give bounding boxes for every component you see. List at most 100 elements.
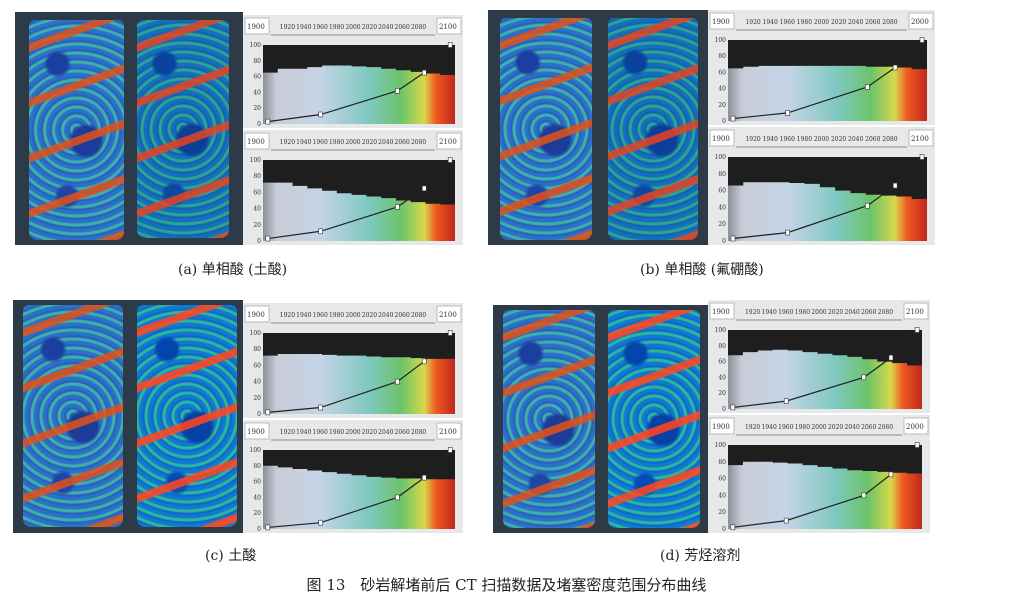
x-tick-label: 2080 xyxy=(411,139,426,146)
x-tick-label: 1920 xyxy=(280,429,295,436)
histogram-area xyxy=(263,182,455,241)
y-tick-label: 20 xyxy=(718,509,726,516)
core-after xyxy=(608,310,700,528)
max-value-label: 2000 xyxy=(911,18,929,26)
curve-control-point xyxy=(861,492,867,499)
core-before xyxy=(500,18,592,240)
x-tick-label: 1980 xyxy=(329,24,344,31)
x-tick-label: 1960 xyxy=(778,424,793,431)
y-tick-label: 40 xyxy=(253,494,261,501)
x-tick-label: 2080 xyxy=(878,424,893,431)
max-value-box xyxy=(908,129,934,147)
x-tick-label: 2080 xyxy=(878,309,893,316)
curve-control-point xyxy=(395,378,400,385)
histogram-area xyxy=(728,65,927,121)
y-tick-label: 0 xyxy=(257,411,261,418)
histogram-area xyxy=(728,182,927,241)
curve-control-point xyxy=(395,494,400,501)
x-tick-label: 2020 xyxy=(362,312,377,319)
min-value-label: 1900 xyxy=(712,423,730,431)
chart-a-after: 1900 2100 1920 1940 1960 1980 2000 2020 2040 2060… xyxy=(243,130,463,245)
y-tick-label: 20 xyxy=(718,102,726,109)
min-value-label: 1900 xyxy=(247,138,265,146)
x-tick-label: 2060 xyxy=(861,424,876,431)
curve-control-point xyxy=(421,358,427,365)
histogram-area xyxy=(263,354,455,414)
core-after xyxy=(608,18,698,240)
y-tick-label: 100 xyxy=(250,157,262,164)
curve-control-point xyxy=(421,69,427,76)
figure-title: 图 13 砂岩解堵前后 CT 扫描数据及堵塞密度范围分布曲线 xyxy=(306,576,707,594)
min-value-box xyxy=(244,17,270,35)
chart-d-after: 1900 2000 1920 1940 1960 1980 2000 2020 2040 2060… xyxy=(708,415,930,533)
histogram-area xyxy=(728,461,922,529)
x-tick-label: 1940 xyxy=(296,429,311,436)
y-tick-label: 60 xyxy=(718,476,726,483)
x-tick-label: 2020 xyxy=(828,424,843,431)
curve-control-point xyxy=(783,517,789,524)
chart-b-after: 1900 2100 1920 1940 1960 1980 2000 2020 2040 2060… xyxy=(708,127,935,245)
x-tick-label: 2060 xyxy=(865,136,880,143)
ct-scan-d xyxy=(493,305,708,533)
y-tick-label: 40 xyxy=(253,379,261,386)
x-tick-label: 2000 xyxy=(345,139,360,146)
curve-control-point xyxy=(892,64,898,71)
x-tick-label: 2060 xyxy=(861,309,876,316)
x-tick-label: 1960 xyxy=(778,309,793,316)
y-tick-label: 40 xyxy=(253,89,261,96)
max-value-box xyxy=(436,17,462,35)
min-value-label: 1900 xyxy=(247,311,265,319)
chart-c-after: 1900 2100 1920 1940 1960 1980 2000 2020 2040 2060… xyxy=(243,420,463,533)
x-tick-label: 2020 xyxy=(362,139,377,146)
y-tick-label: 20 xyxy=(253,222,261,229)
x-tick-label: 1980 xyxy=(795,309,810,316)
y-tick-label: 0 xyxy=(257,121,261,128)
x-tick-label: 2080 xyxy=(411,312,426,319)
x-tick-label: 1960 xyxy=(313,24,328,31)
x-tick-label: 1980 xyxy=(795,424,810,431)
y-tick-label: 40 xyxy=(718,86,726,93)
max-value-box xyxy=(436,422,462,440)
y-tick-label: 100 xyxy=(715,154,727,161)
x-tick-label: 2040 xyxy=(845,424,860,431)
histogram-area xyxy=(263,65,455,124)
y-tick-label: 60 xyxy=(253,189,261,196)
histogram-area xyxy=(263,465,455,529)
chart-a-before: 1900 2100 1920 1940 1960 1980 2000 2020 2040 2060… xyxy=(243,15,463,128)
x-tick-label: 2040 xyxy=(378,312,393,319)
y-tick-label: 0 xyxy=(257,238,261,245)
x-tick-label: 2060 xyxy=(395,429,410,436)
min-value-box xyxy=(709,417,735,435)
x-tick-label: 1960 xyxy=(313,139,328,146)
curve-control-point xyxy=(865,202,870,209)
x-tick-label: 1960 xyxy=(780,136,795,143)
curve-control-point xyxy=(318,111,323,118)
y-tick-label: 60 xyxy=(718,188,726,195)
curve-control-point xyxy=(265,409,271,416)
core-after xyxy=(137,20,229,238)
x-tick-label: 2040 xyxy=(378,429,393,436)
y-tick-label: 80 xyxy=(253,346,261,353)
y-tick-label: 0 xyxy=(722,406,726,413)
x-tick-label: 2040 xyxy=(848,136,863,143)
histogram-area xyxy=(728,349,922,409)
x-tick-label: 2020 xyxy=(828,309,843,316)
y-tick-label: 100 xyxy=(715,327,727,334)
x-tick-label: 2000 xyxy=(811,424,826,431)
caption-b: (b) 单相酸 (氟硼酸) xyxy=(640,262,764,278)
max-value-box xyxy=(903,417,929,435)
chart-d-before: 1900 2100 1920 1940 1960 1980 2000 2020 2040 2060… xyxy=(708,300,930,413)
caption-d: (d) 芳烃溶剂 xyxy=(660,548,741,564)
y-tick-label: 60 xyxy=(718,359,726,366)
x-tick-label: 2020 xyxy=(362,24,377,31)
chart-b-before: 1900 2000 1920 1940 1960 1980 2000 2020 2040 2060… xyxy=(708,10,935,125)
core-before xyxy=(29,20,124,240)
curve-control-point xyxy=(785,110,790,116)
x-tick-label: 1940 xyxy=(762,424,777,431)
max-value-label: 2100 xyxy=(439,23,457,31)
